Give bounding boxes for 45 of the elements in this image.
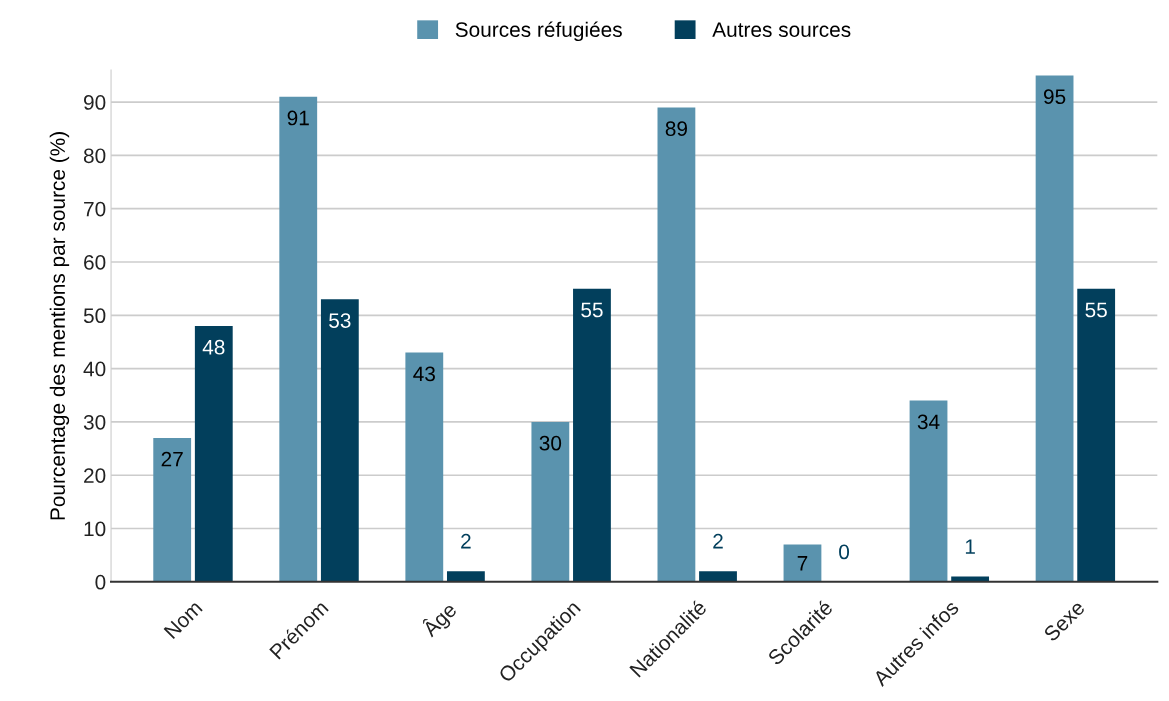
bar: [699, 571, 737, 582]
data-label: 27: [161, 451, 183, 467]
y-tick-label: 90: [84, 95, 106, 110]
bar: [951, 576, 990, 582]
bar: [194, 325, 233, 582]
y-tick-label: 50: [83, 308, 106, 324]
data-label: 95: [1043, 89, 1066, 105]
bar: [153, 437, 192, 582]
y-tick-label: 60: [84, 255, 106, 270]
data-label: 0: [839, 544, 850, 560]
data-label: 2: [461, 533, 471, 549]
data-label: 1: [965, 539, 975, 554]
data-label: 89: [665, 121, 688, 137]
bar: [531, 421, 570, 582]
data-label: 55: [1085, 302, 1107, 318]
bar: [405, 352, 444, 582]
y-tick-label: 0: [95, 574, 106, 590]
data-label: 53: [329, 313, 351, 328]
y-tick-label: 70: [84, 201, 106, 217]
data-label: 7: [797, 556, 808, 571]
bar: [279, 96, 318, 582]
y-tick-label: 40: [83, 361, 106, 377]
bar: [657, 107, 696, 582]
data-label: 30: [539, 435, 562, 451]
data-label: 43: [413, 366, 435, 382]
y-tick-label: 20: [84, 468, 106, 483]
y-tick-label: 30: [83, 414, 106, 430]
bar: [1035, 75, 1074, 582]
y-tick-label: 10: [84, 521, 106, 537]
data-label: 55: [581, 302, 603, 318]
data-label: 48: [202, 339, 225, 355]
legend-label: Autres sources: [712, 22, 851, 37]
data-label: 2: [713, 533, 723, 549]
data-label: 34: [917, 414, 940, 430]
data-label: 91: [287, 110, 309, 126]
bar: [1077, 288, 1116, 582]
bar: [320, 299, 359, 582]
bar: [446, 571, 485, 582]
y-axis-title: Pourcentage des mentions par source (%): [49, 132, 70, 520]
legend-label: Sources réfugiées: [455, 21, 622, 42]
x-tick-label: Âge: [418, 599, 461, 641]
y-tick-label: 80: [83, 148, 106, 164]
bar: [573, 288, 611, 582]
bar: [909, 400, 948, 582]
bar: [783, 544, 822, 582]
